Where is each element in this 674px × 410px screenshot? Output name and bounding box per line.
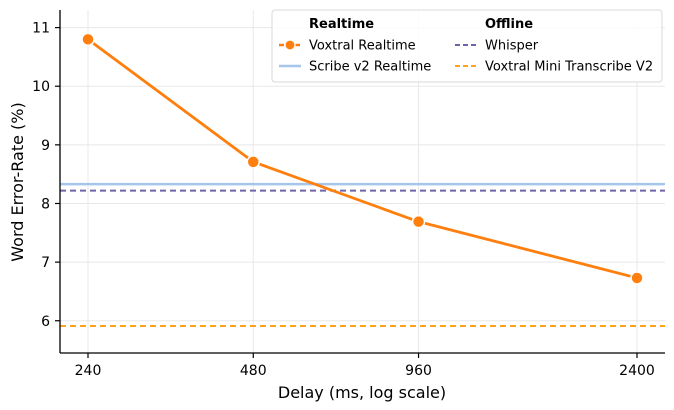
x-tick-label: 480: [240, 363, 267, 379]
y-tick-label: 8: [41, 196, 50, 212]
ticks: 240 480 960 2400 6 7 8 9 10 11: [32, 21, 655, 379]
data-point: [81, 32, 95, 47]
x-tick-label: 240: [75, 363, 102, 379]
y-tick-label: 7: [41, 255, 50, 271]
x-axis-label: Delay (ms, log scale): [278, 383, 446, 402]
data-point: [411, 214, 426, 229]
legend-header-realtime: Realtime: [309, 17, 374, 32]
y-axis-label: Word Error-Rate (%): [8, 102, 27, 261]
y-tick-label: 6: [41, 314, 50, 330]
data-point: [630, 271, 644, 285]
y-tick-label: 9: [41, 138, 50, 154]
y-tick-label: 10: [32, 79, 50, 95]
legend-label-scribe: Scribe v2 Realtime: [309, 60, 431, 75]
x-tick-label: 960: [405, 363, 432, 379]
legend-label-voxtral-mini: Voxtral Mini Transcribe V2: [485, 60, 653, 75]
series-layer: [60, 32, 665, 328]
series-line-voxtral-realtime: [87, 38, 638, 280]
legend-label-whisper: Whisper: [485, 39, 539, 54]
x-tick-label: 2400: [619, 363, 655, 379]
legend-header-offline: Offline: [485, 17, 533, 32]
legend-label-voxtral-realtime: Voxtral Realtime: [309, 39, 416, 54]
y-tick-label: 11: [32, 21, 50, 37]
legend: Realtime Offline Voxtral Realtime Scribe…: [271, 9, 663, 83]
axes: [59, 10, 665, 354]
legend-marker-voxtral-realtime: [284, 39, 296, 51]
data-point: [246, 155, 261, 169]
